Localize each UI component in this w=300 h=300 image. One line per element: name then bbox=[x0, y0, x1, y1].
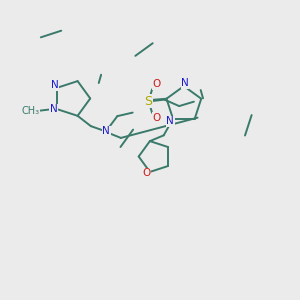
Text: N: N bbox=[50, 104, 58, 114]
Text: O: O bbox=[142, 168, 151, 178]
Text: CH₃: CH₃ bbox=[22, 106, 40, 116]
Text: O: O bbox=[152, 79, 160, 89]
Text: N: N bbox=[181, 78, 189, 88]
Text: O: O bbox=[152, 113, 160, 123]
Text: N: N bbox=[166, 116, 174, 127]
Text: N: N bbox=[102, 126, 110, 136]
Text: N: N bbox=[51, 80, 59, 90]
Text: S: S bbox=[144, 94, 152, 108]
